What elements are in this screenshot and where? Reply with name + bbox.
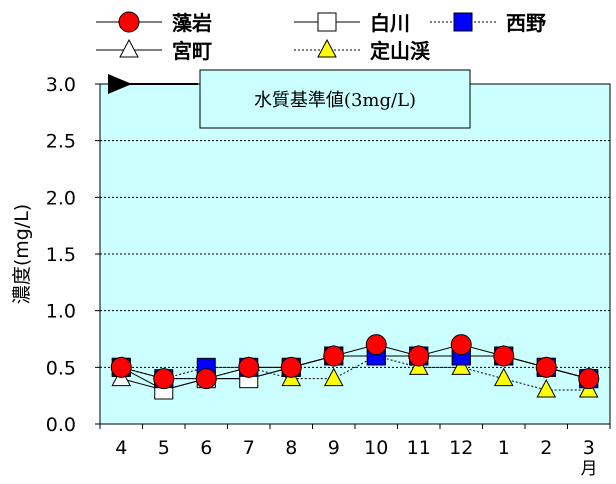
- data-point: [535, 356, 557, 378]
- y-tick-label: 0.5: [46, 357, 76, 379]
- reference-callout: 水質基準値(3mg/L): [108, 69, 471, 129]
- legend-marker: [317, 12, 337, 32]
- data-point: [323, 345, 345, 367]
- x-axis-ticks: 4 5 6 7 8 9 10 11 12 1 2 3: [99, 424, 611, 459]
- data-point: [408, 345, 430, 367]
- y-tick-label: 0.0: [46, 414, 76, 436]
- x-tick-label: 1: [498, 437, 510, 459]
- data-point: [493, 345, 515, 367]
- series-line: [121, 355, 589, 391]
- x-tick-label: 3: [583, 437, 595, 459]
- x-tick-label: 10: [364, 437, 388, 459]
- x-tick-label: 8: [285, 437, 297, 459]
- legend-label: 西野: [506, 11, 546, 35]
- legend-marker: [453, 12, 473, 32]
- legend-label: 白川: [370, 11, 410, 35]
- x-tick-label: 6: [200, 437, 212, 459]
- x-tick-label: 2: [540, 437, 552, 459]
- legend-marker: [119, 38, 139, 58]
- data-point: [493, 367, 514, 387]
- legend-marker: [317, 38, 337, 58]
- data-point: [578, 368, 600, 390]
- callout-box: [199, 69, 471, 129]
- y-tick-label: 1.0: [46, 301, 76, 323]
- y-tick-label: 2.5: [46, 131, 76, 153]
- data-point: [195, 368, 217, 390]
- legend-label: 藻岩: [172, 11, 212, 35]
- x-tick-label: 12: [449, 437, 473, 459]
- x-tick-label: 4: [115, 437, 127, 459]
- grid-lines: [100, 140, 610, 368]
- data-point: [450, 334, 472, 356]
- y-tick-label: 1.5: [46, 244, 76, 266]
- y-tick-label: 3.0: [46, 74, 76, 96]
- legend-label: 宮町: [172, 39, 212, 63]
- y-axis-ticks: 0.0 0.5 1.0 1.5 2.0 2.5 3.0: [46, 74, 100, 436]
- x-tick-label: 5: [158, 437, 170, 459]
- data-point: [153, 368, 175, 390]
- data-point: [451, 356, 472, 375]
- legend-marker: [118, 11, 140, 33]
- x-tick-label: 9: [328, 437, 340, 459]
- data-point: [365, 334, 387, 356]
- data-point: [280, 356, 302, 378]
- data-point: [238, 356, 260, 378]
- data-point: [536, 378, 557, 398]
- x-tick-label: 11: [407, 437, 431, 459]
- y-axis-label: 濃度(mg/L): [11, 204, 33, 304]
- series-markers: [110, 334, 600, 400]
- data-point: [110, 356, 132, 378]
- x-axis-unit: 月: [581, 459, 598, 479]
- callout-text: 水質基準値(3mg/L): [254, 90, 416, 111]
- y-tick-label: 2.0: [46, 187, 76, 209]
- x-tick-label: 7: [243, 437, 255, 459]
- data-point: [323, 367, 344, 387]
- legend-label: 定山渓: [370, 39, 431, 63]
